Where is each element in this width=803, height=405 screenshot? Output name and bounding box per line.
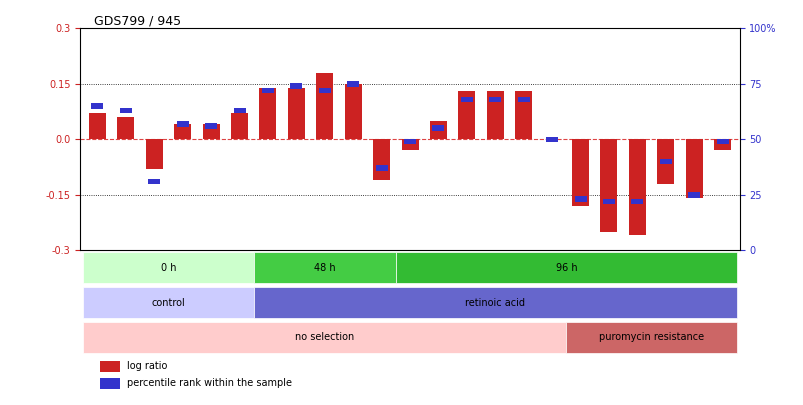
FancyBboxPatch shape bbox=[254, 252, 395, 284]
Bar bbox=[375, 165, 387, 171]
Text: log ratio: log ratio bbox=[126, 361, 167, 371]
Bar bbox=[230, 113, 248, 139]
FancyBboxPatch shape bbox=[84, 287, 254, 318]
Bar bbox=[713, 139, 730, 150]
Bar bbox=[715, 139, 728, 144]
Text: GDS799 / 945: GDS799 / 945 bbox=[93, 14, 181, 27]
Bar bbox=[205, 123, 217, 129]
Text: control: control bbox=[152, 298, 185, 307]
FancyBboxPatch shape bbox=[84, 252, 254, 284]
Text: 48 h: 48 h bbox=[314, 263, 335, 273]
Bar bbox=[347, 81, 359, 87]
FancyBboxPatch shape bbox=[254, 287, 736, 318]
Text: puromycin resistance: puromycin resistance bbox=[598, 333, 703, 342]
Bar bbox=[401, 139, 418, 150]
Bar bbox=[290, 83, 302, 89]
Bar bbox=[316, 73, 333, 139]
Text: percentile rank within the sample: percentile rank within the sample bbox=[126, 378, 291, 388]
Bar bbox=[100, 377, 120, 389]
Bar bbox=[600, 139, 617, 232]
Bar bbox=[174, 124, 191, 139]
Bar bbox=[659, 159, 671, 164]
Bar bbox=[489, 96, 500, 102]
Bar bbox=[120, 108, 132, 113]
Text: retinoic acid: retinoic acid bbox=[465, 298, 524, 307]
Bar bbox=[685, 139, 702, 198]
FancyBboxPatch shape bbox=[395, 252, 736, 284]
Bar bbox=[262, 88, 274, 93]
Bar bbox=[287, 87, 304, 139]
FancyBboxPatch shape bbox=[84, 322, 565, 353]
Bar bbox=[202, 124, 219, 139]
Bar bbox=[145, 139, 162, 169]
FancyBboxPatch shape bbox=[565, 322, 736, 353]
Bar bbox=[259, 87, 276, 139]
Bar bbox=[657, 139, 674, 183]
Bar bbox=[545, 136, 557, 142]
Bar bbox=[89, 113, 106, 139]
Bar bbox=[486, 91, 503, 139]
Bar bbox=[373, 139, 389, 180]
Text: no selection: no selection bbox=[295, 333, 354, 342]
Bar bbox=[92, 103, 104, 109]
Bar bbox=[458, 91, 475, 139]
Bar bbox=[432, 126, 444, 131]
Bar bbox=[319, 88, 330, 93]
Bar bbox=[517, 96, 529, 102]
Bar bbox=[687, 192, 699, 198]
Bar bbox=[574, 196, 585, 202]
Bar bbox=[515, 91, 532, 139]
Text: 0 h: 0 h bbox=[161, 263, 176, 273]
Bar bbox=[460, 96, 472, 102]
Bar bbox=[177, 121, 189, 126]
Bar bbox=[148, 179, 160, 184]
Bar bbox=[630, 198, 642, 204]
Bar bbox=[571, 139, 589, 206]
Bar bbox=[430, 121, 446, 139]
Bar bbox=[628, 139, 645, 235]
Bar bbox=[100, 360, 120, 372]
Bar bbox=[602, 198, 614, 204]
Bar bbox=[344, 84, 361, 139]
Bar bbox=[404, 139, 415, 144]
Text: 96 h: 96 h bbox=[555, 263, 577, 273]
Bar bbox=[234, 108, 245, 113]
Bar bbox=[117, 117, 134, 139]
